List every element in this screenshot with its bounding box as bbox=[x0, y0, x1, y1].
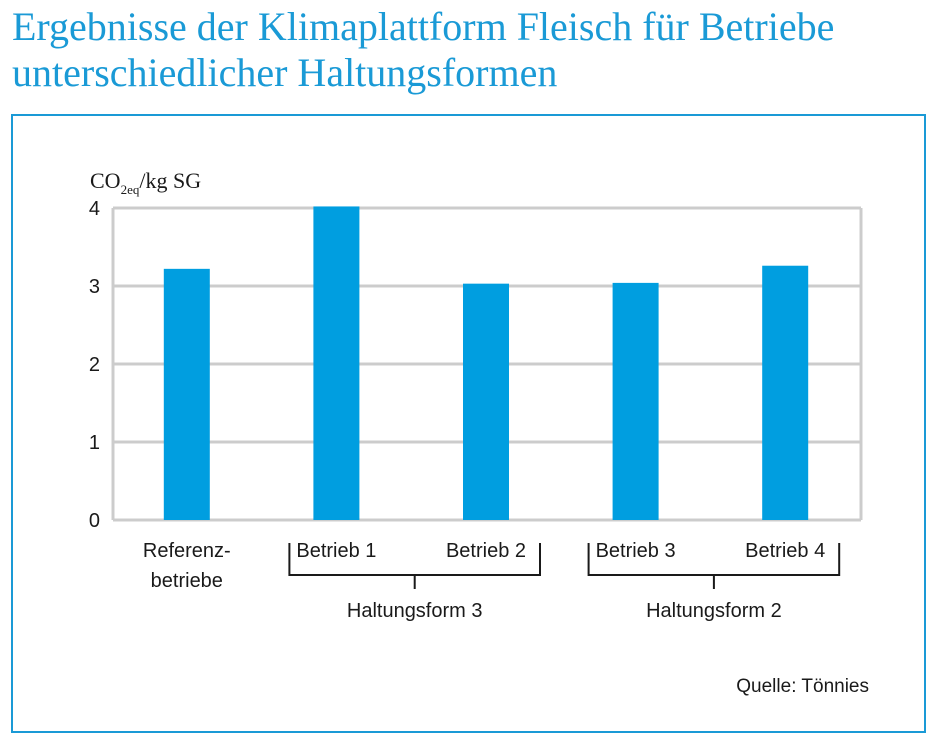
group-label: Haltungsform 2 bbox=[646, 600, 782, 622]
y-tick-label: 2 bbox=[89, 354, 100, 376]
category-label: Betrieb 2 bbox=[446, 540, 526, 562]
category-label: Betrieb 1 bbox=[296, 540, 376, 562]
category-label: Betrieb 3 bbox=[596, 540, 676, 562]
group-bracket bbox=[288, 543, 541, 589]
bar bbox=[163, 268, 210, 520]
y-axis-label-sub: 2eq bbox=[121, 182, 140, 197]
chart-frame bbox=[11, 114, 926, 733]
chart-title: Ergebnisse der Klimaplattform Fleisch fü… bbox=[12, 4, 937, 96]
y-axis-label-main: CO bbox=[90, 168, 121, 193]
group-bracket bbox=[587, 543, 841, 589]
group-brackets: Haltungsform 3 Haltungsform 2 bbox=[288, 543, 841, 622]
y-axis-label-unit: /kg SG bbox=[139, 168, 201, 193]
y-tick-label: 0 bbox=[89, 510, 100, 532]
category-label-line2: betriebe bbox=[151, 570, 223, 592]
category-labels: Referenz-betriebe Betrieb 1 Betrieb 2 Betri… bbox=[143, 540, 825, 592]
category-label: Betrieb 4 bbox=[745, 540, 825, 562]
title-line-2: unterschiedlicher Haltungsformen bbox=[12, 50, 558, 95]
title-line-1: Ergebnisse der Klimaplattform Fleisch fü… bbox=[12, 4, 835, 49]
bar bbox=[313, 206, 360, 520]
bars bbox=[163, 206, 809, 520]
group-label: Haltungsform 3 bbox=[347, 600, 483, 622]
y-tick-label: 3 bbox=[89, 276, 100, 298]
category-label: Referenz- bbox=[143, 540, 231, 562]
y-tick-label: 4 bbox=[89, 198, 100, 220]
y-tick-labels: 0 1 2 3 4 bbox=[89, 198, 100, 532]
bar bbox=[612, 282, 659, 520]
bar bbox=[463, 283, 509, 520]
y-axis-label: CO2eq/kg SG bbox=[90, 168, 201, 197]
y-tick-label: 1 bbox=[89, 432, 100, 454]
source-note: Quelle: Tönnies bbox=[736, 676, 869, 697]
bar bbox=[762, 265, 809, 520]
